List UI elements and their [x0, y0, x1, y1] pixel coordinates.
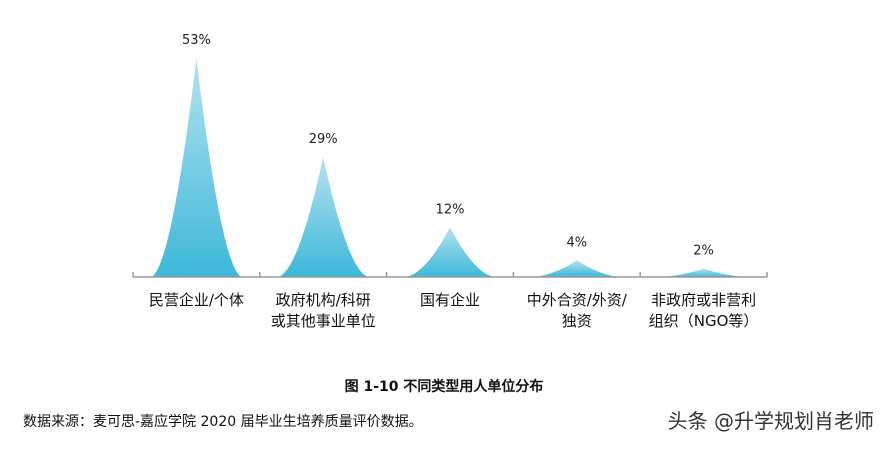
data-peaks: [151, 58, 749, 277]
watermark: 头条 @升学规划肖老师: [667, 409, 874, 433]
value-labels: 53% 29% 12% 4% 2%: [182, 33, 714, 259]
chart-plot-area: 53% 29% 12% 4% 2%: [132, 33, 768, 278]
x-axis: [132, 272, 768, 278]
value-label: 53%: [182, 33, 211, 48]
category-label: 非政府或非营利 组织（NGO等）: [648, 291, 759, 330]
data-source-note: 数据来源：麦可思-嘉应学院 2020 届毕业生培养质量评价数据。: [23, 414, 423, 430]
value-label: 12%: [436, 202, 465, 217]
value-label: 2%: [693, 244, 714, 259]
data-peak: [278, 157, 369, 277]
data-peak: [531, 260, 622, 277]
category-label: 中外合资/外资/ 独资: [526, 291, 627, 330]
value-label: 4%: [566, 235, 587, 250]
data-peak: [151, 58, 242, 277]
figure-caption: 图 1-10 不同类型用人单位分布: [344, 379, 544, 395]
data-peak: [404, 227, 496, 277]
value-label: 29%: [309, 132, 338, 147]
data-peak: [658, 268, 749, 277]
category-label: 国有企业: [419, 291, 480, 309]
category-label: 政府机构/科研 或其他事业单位: [270, 291, 376, 330]
category-label: 民营企业/个体: [148, 291, 244, 309]
